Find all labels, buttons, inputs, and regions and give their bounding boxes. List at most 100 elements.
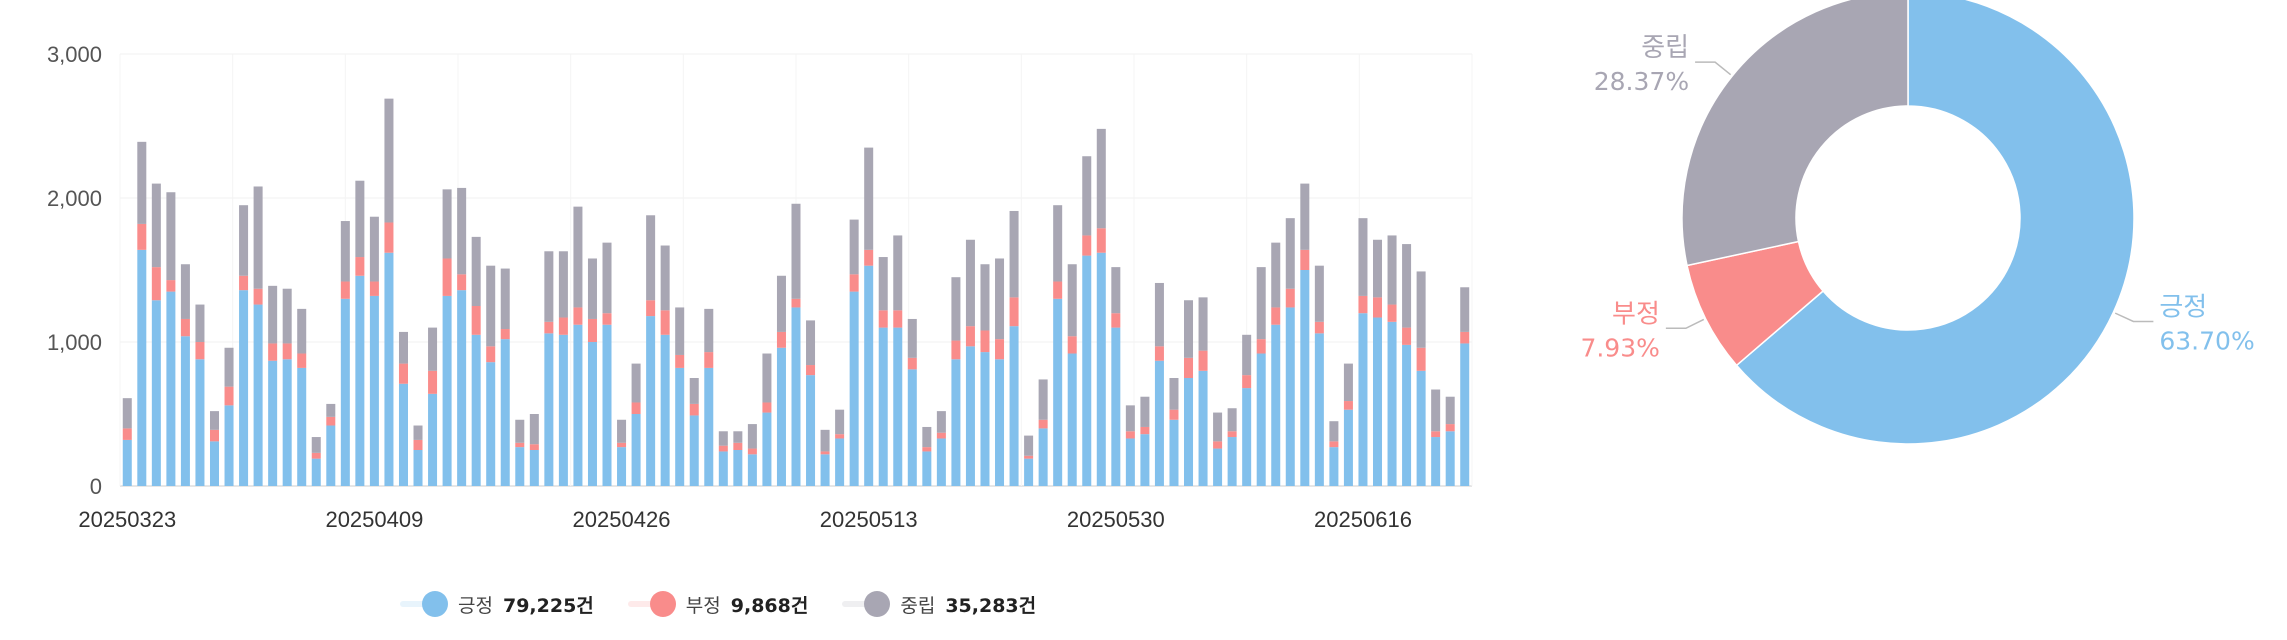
- bar-segment[interactable]: [1111, 327, 1121, 486]
- bar-segment[interactable]: [820, 429, 830, 452]
- bar-segment[interactable]: [1154, 346, 1164, 361]
- bar-segment[interactable]: [1271, 324, 1281, 486]
- bar-segment[interactable]: [1285, 307, 1295, 486]
- bar-segment[interactable]: [849, 291, 859, 486]
- bar-segment[interactable]: [1009, 210, 1019, 298]
- bar-segment[interactable]: [893, 235, 903, 311]
- bar-segment[interactable]: [1125, 438, 1135, 486]
- bar-segment[interactable]: [762, 402, 772, 413]
- bar-segment[interactable]: [340, 221, 350, 282]
- bar-segment[interactable]: [326, 425, 336, 486]
- bar-segment[interactable]: [1416, 271, 1426, 348]
- bar-segment[interactable]: [718, 451, 728, 486]
- bar-segment[interactable]: [936, 438, 946, 486]
- bar-segment[interactable]: [1213, 448, 1223, 486]
- bar-segment[interactable]: [209, 411, 219, 430]
- bar-segment[interactable]: [573, 206, 583, 308]
- bar-segment[interactable]: [762, 353, 772, 403]
- bar-segment[interactable]: [1227, 437, 1237, 486]
- bar-segment[interactable]: [1329, 447, 1339, 486]
- bar-segment[interactable]: [471, 306, 481, 335]
- bar-segment[interactable]: [1125, 405, 1135, 432]
- bar-segment[interactable]: [776, 275, 786, 332]
- bar-segment[interactable]: [893, 327, 903, 486]
- bar-segment[interactable]: [951, 277, 961, 341]
- bar-segment[interactable]: [529, 450, 539, 486]
- bar-segment[interactable]: [384, 98, 394, 223]
- bar-segment[interactable]: [1024, 455, 1034, 459]
- bar-segment[interactable]: [806, 320, 816, 366]
- bar-segment[interactable]: [573, 307, 583, 325]
- bar-segment[interactable]: [1184, 300, 1194, 358]
- bar-segment[interactable]: [1198, 370, 1208, 486]
- bar-segment[interactable]: [457, 274, 467, 291]
- bar-segment[interactable]: [224, 347, 234, 387]
- bar-segment[interactable]: [820, 451, 830, 455]
- bar-segment[interactable]: [864, 265, 874, 486]
- bar-segment[interactable]: [558, 251, 568, 318]
- bar-segment[interactable]: [1169, 409, 1179, 420]
- bar-segment[interactable]: [617, 442, 627, 448]
- bar-segment[interactable]: [617, 419, 627, 443]
- bar-segment[interactable]: [1227, 431, 1237, 438]
- bar-segment[interactable]: [457, 187, 467, 275]
- bar-segment[interactable]: [166, 280, 176, 292]
- bar-segment[interactable]: [1227, 408, 1237, 432]
- bar-segment[interactable]: [166, 192, 176, 281]
- bar-segment[interactable]: [355, 275, 365, 486]
- bar-segment[interactable]: [355, 180, 365, 258]
- bar-segment[interactable]: [573, 324, 583, 486]
- bar-segment[interactable]: [558, 334, 568, 486]
- bar-segment[interactable]: [1111, 313, 1121, 328]
- bar-segment[interactable]: [936, 432, 946, 439]
- bar-segment[interactable]: [544, 251, 554, 322]
- bar-segment[interactable]: [195, 304, 205, 342]
- bar-segment[interactable]: [1198, 297, 1208, 351]
- bar-segment[interactable]: [1024, 458, 1034, 486]
- bar-segment[interactable]: [646, 316, 656, 486]
- bar-segment[interactable]: [297, 308, 307, 354]
- bar-segment[interactable]: [747, 424, 757, 449]
- bar-segment[interactable]: [1213, 441, 1223, 449]
- bar-segment[interactable]: [1067, 264, 1077, 337]
- bar-segment[interactable]: [922, 447, 932, 452]
- bar-segment[interactable]: [1082, 255, 1092, 486]
- bar-segment[interactable]: [587, 318, 597, 342]
- bar-segment[interactable]: [980, 330, 990, 353]
- bar-segment[interactable]: [137, 223, 147, 250]
- bar-segment[interactable]: [878, 257, 888, 311]
- bar-segment[interactable]: [122, 439, 132, 486]
- bar-segment[interactable]: [689, 378, 699, 404]
- bar-segment[interactable]: [486, 362, 496, 486]
- bar-segment[interactable]: [675, 367, 685, 486]
- bar-segment[interactable]: [239, 275, 249, 291]
- bar-segment[interactable]: [1329, 421, 1339, 442]
- bar-segment[interactable]: [893, 310, 903, 328]
- bar-segment[interactable]: [1213, 412, 1223, 442]
- bar-segment[interactable]: [268, 360, 278, 486]
- bar-segment[interactable]: [151, 300, 161, 486]
- bar-segment[interactable]: [864, 147, 874, 250]
- bar-segment[interactable]: [835, 438, 845, 486]
- bar-segment[interactable]: [558, 317, 568, 335]
- bar-segment[interactable]: [1343, 401, 1353, 410]
- bar-segment[interactable]: [1402, 327, 1412, 345]
- bar-segment[interactable]: [282, 343, 292, 360]
- bar-segment[interactable]: [1431, 437, 1441, 486]
- bar-segment[interactable]: [660, 334, 670, 486]
- bar-segment[interactable]: [704, 352, 714, 368]
- bar-segment[interactable]: [442, 295, 452, 486]
- bar-segment[interactable]: [1256, 353, 1266, 486]
- bar-segment[interactable]: [151, 183, 161, 268]
- bar-segment[interactable]: [1460, 331, 1470, 344]
- bar-segment[interactable]: [907, 369, 917, 486]
- bar-segment[interactable]: [1082, 156, 1092, 236]
- bar-segment[interactable]: [122, 428, 132, 440]
- bar-segment[interactable]: [1096, 228, 1106, 253]
- bar-segment[interactable]: [1053, 298, 1063, 486]
- bar-segment[interactable]: [1358, 313, 1368, 486]
- bar-segment[interactable]: [1271, 242, 1281, 308]
- bar-segment[interactable]: [1300, 183, 1310, 250]
- bar-segment[interactable]: [369, 216, 379, 282]
- bar-segment[interactable]: [995, 359, 1005, 486]
